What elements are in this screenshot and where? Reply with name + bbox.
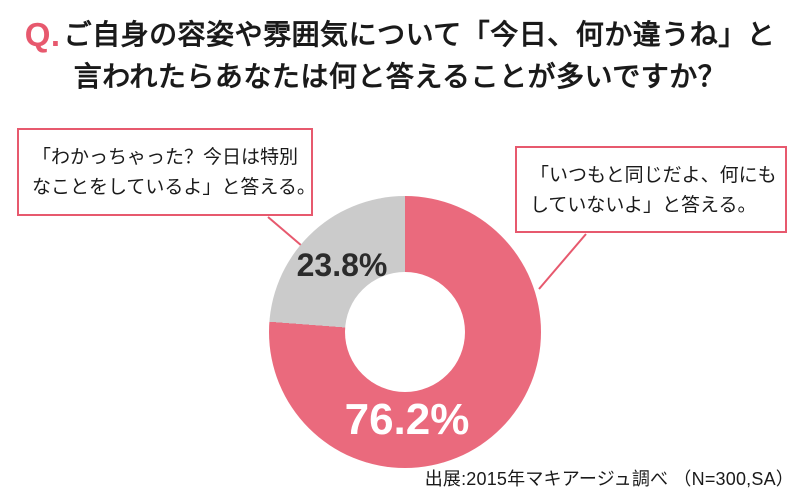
callout-line-left [267, 216, 303, 247]
segment-label-minority: 23.8% [296, 247, 388, 283]
callout-line-right [538, 233, 587, 290]
answer-callout-majority-line2: していないよ」と答える。 [530, 195, 757, 216]
segment-label-majority: 76.2% [344, 395, 470, 444]
donut-chart [269, 196, 541, 468]
answer-callout-minority: 「わかっちゃった？今日は特別 なことをしているよ」と答える。 [17, 128, 316, 216]
answer-callout-majority: 「いつもと同じだよ、何にも していないよ」と答える。 [515, 146, 787, 233]
question-q-mark: Q. [24, 16, 61, 53]
question-title-line2: 言われたらあなたは何と答えることが多いですか？ [73, 61, 727, 92]
answer-callout-minority-line1: 「わかっちゃった？今日は特別 [32, 147, 299, 168]
source-note: 出展:2015年マキアージュ調べ （N=300,SA） [424, 469, 794, 489]
donut-chart-hole [345, 272, 465, 392]
question-title-line1: ご自身の容姿や雰囲気について「今日、何か違うね」と [63, 19, 776, 50]
answer-callout-minority-line2: なことをしているよ」と答える。 [32, 177, 316, 198]
question-title: Q. ご自身の容姿や雰囲気について「今日、何か違うね」と 言われたらあなたは何と答… [0, 14, 800, 98]
answer-callout-majority-line1: 「いつもと同じだよ、何にも [530, 165, 777, 186]
